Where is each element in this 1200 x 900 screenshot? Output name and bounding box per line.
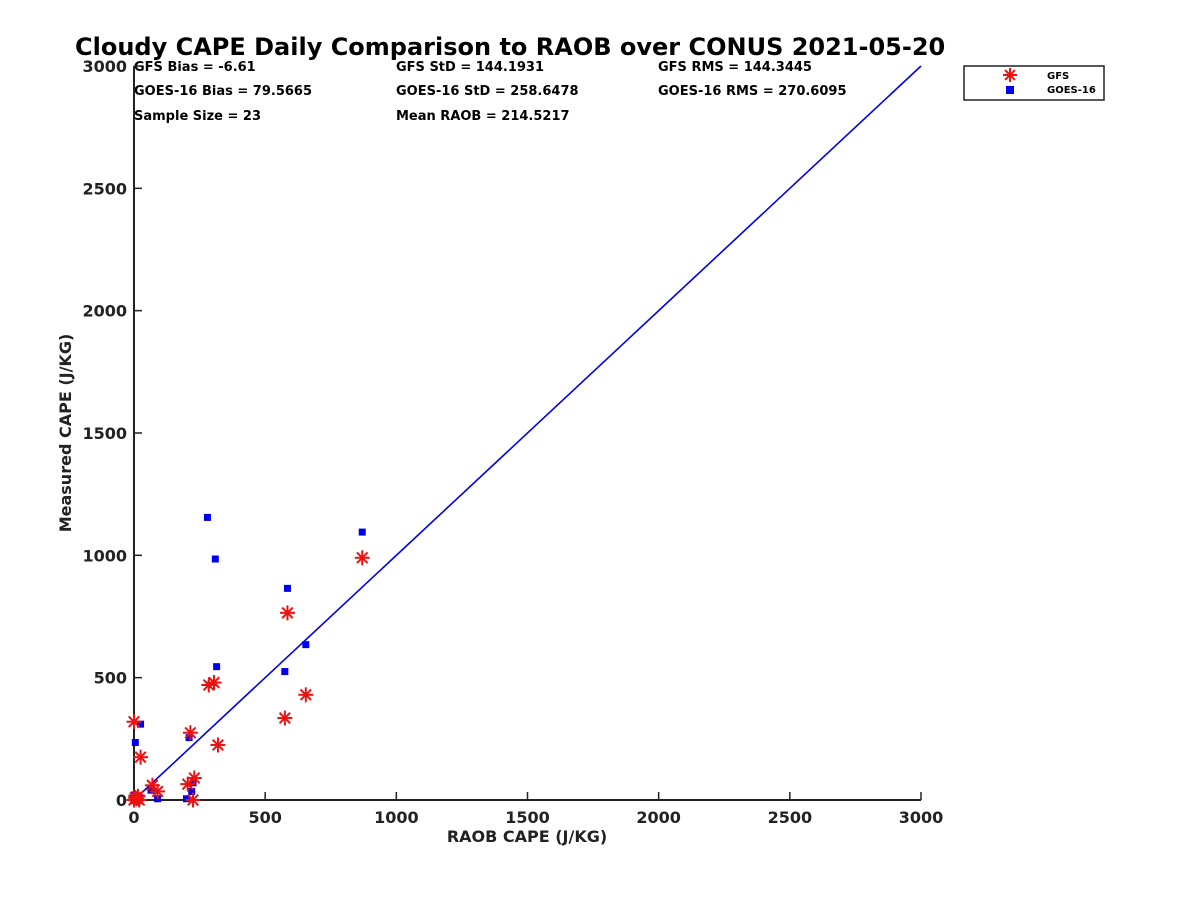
x-axis-label: RAOB CAPE (J/KG): [447, 827, 607, 846]
stats-block: GFS Bias = -6.61 GFS StD = 144.1931 GFS …: [134, 60, 847, 124]
one-to-one-line: [133, 65, 922, 801]
y-axis-label: Measured CAPE (J/KG): [56, 334, 75, 533]
stat-goes-rms: GOES-16 RMS = 270.6095: [658, 84, 847, 99]
goes-16-point: [211, 555, 219, 563]
stat-mean-raob: Mean RAOB = 214.5217: [396, 109, 570, 124]
x-tick-label: 2000: [636, 808, 681, 827]
goes-16-point: [203, 513, 211, 521]
y-tick-label: 2500: [82, 179, 127, 198]
stat-gfs-bias: GFS Bias = -6.61: [134, 60, 256, 75]
gfs-point: [186, 770, 202, 786]
data-points: [126, 513, 370, 808]
goes-16-point: [189, 779, 197, 787]
goes-16-point: [131, 739, 139, 747]
gfs-point: [150, 783, 166, 799]
gfs-point: [206, 675, 222, 691]
x-tick-label: 1000: [374, 808, 419, 827]
gfs-point: [185, 792, 201, 808]
goes-16-point: [358, 528, 366, 536]
y-tick-label: 0: [116, 791, 127, 810]
stat-goes-std: GOES-16 StD = 258.6478: [396, 84, 579, 99]
goes-16-point: [137, 720, 145, 728]
x-tick-label: 0: [128, 808, 139, 827]
x-tick-label: 1500: [505, 808, 550, 827]
reference-line-layer: [133, 65, 922, 801]
gfs-point: [182, 725, 198, 741]
goes-16-point: [147, 786, 155, 794]
gfs-point: [298, 687, 314, 703]
y-tick-label: 3000: [82, 57, 127, 76]
chart-title: Cloudy CAPE Daily Comparison to RAOB ove…: [75, 33, 945, 61]
y-tick-label: 500: [94, 669, 127, 688]
goes-16-point: [182, 795, 190, 803]
gfs-point: [277, 710, 293, 726]
y-tick-label: 1000: [82, 546, 127, 565]
goes-16-point: [188, 787, 196, 795]
y-tick-label: 2000: [82, 302, 127, 321]
legend-marker-gfs: [1003, 68, 1017, 82]
x-tick-label: 2500: [768, 808, 813, 827]
goes-16-point: [281, 668, 289, 676]
stat-sample-size: Sample Size = 23: [134, 109, 261, 124]
gfs-point: [279, 605, 295, 621]
axes: 0 500 1000 1500 2000 2500 3000 0 500 1000 1500 2000…: [82, 57, 943, 827]
legend-box: [963, 65, 1105, 101]
x-tick-label: 500: [248, 808, 281, 827]
stat-gfs-rms: GFS RMS = 144.3445: [658, 60, 812, 75]
goes-16-point: [213, 663, 221, 671]
gfs-point: [126, 714, 142, 730]
legend-asterisk-icon: [1003, 68, 1017, 82]
legend-label-gfs: GFS: [1047, 71, 1069, 82]
goes-16-point: [302, 641, 310, 649]
stat-gfs-std: GFS StD = 144.1931: [396, 60, 544, 75]
legend-label-goes-16: GOES-16: [1047, 85, 1096, 96]
gfs-point: [210, 737, 226, 753]
gfs-point: [133, 749, 149, 765]
legend-square-icon: [1006, 86, 1014, 94]
gfs-point: [131, 792, 147, 808]
gfs-point: [354, 550, 370, 566]
goes-16-point: [185, 734, 193, 742]
goes-16-point: [283, 584, 291, 592]
legend-marker-goes-16: [1006, 86, 1014, 94]
legend: GFS GOES-16: [963, 65, 1105, 101]
y-tick-label: 1500: [82, 424, 127, 443]
x-tick-label: 3000: [899, 808, 944, 827]
stat-goes-bias: GOES-16 Bias = 79.5665: [134, 84, 312, 99]
